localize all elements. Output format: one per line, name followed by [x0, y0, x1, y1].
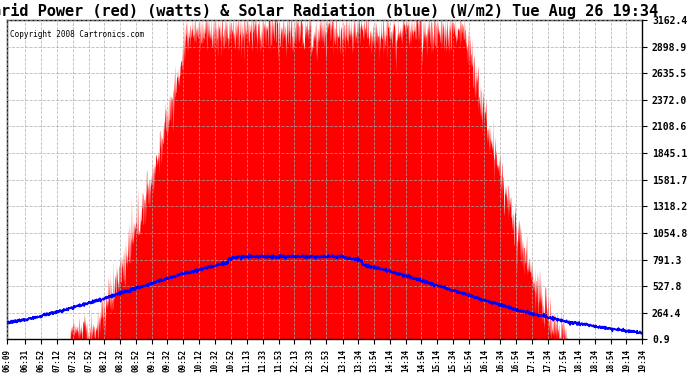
- Title: Grid Power (red) (watts) & Solar Radiation (blue) (W/m2) Tue Aug 26 19:34: Grid Power (red) (watts) & Solar Radiati…: [0, 3, 658, 19]
- Text: Copyright 2008 Cartronics.com: Copyright 2008 Cartronics.com: [10, 30, 145, 39]
